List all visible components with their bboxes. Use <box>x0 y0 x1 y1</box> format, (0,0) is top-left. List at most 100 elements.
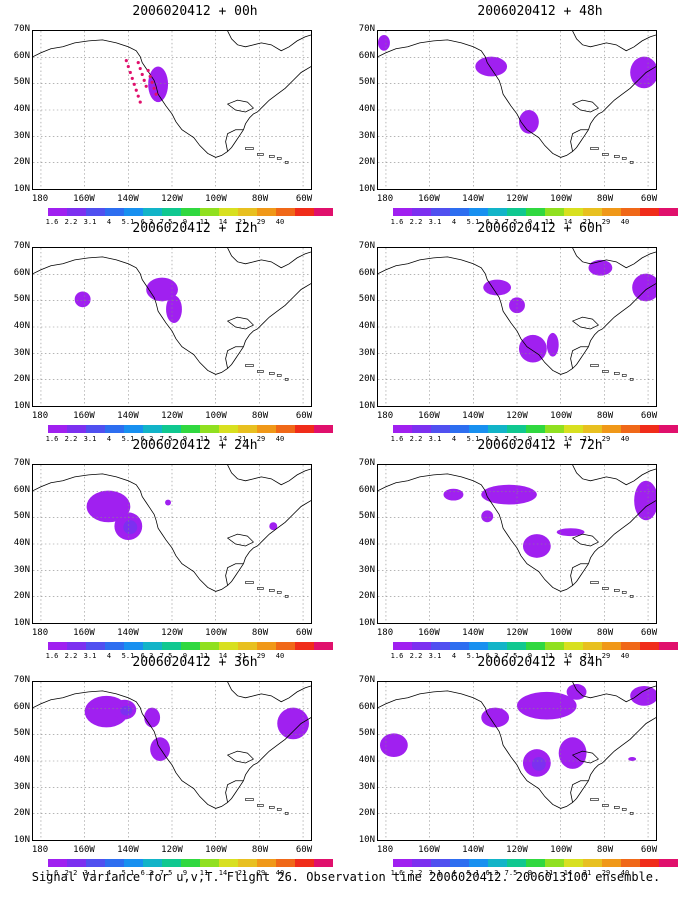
colorbar-swatch <box>105 642 124 650</box>
map-canvas <box>378 31 656 189</box>
panel-title: 2006020412 + 60h <box>477 221 603 236</box>
colorbar-label: 7.5 <box>159 435 173 443</box>
colorbar-label: 11 <box>199 869 209 877</box>
colorbar-label: 5.1 <box>121 652 135 660</box>
longitude-tick-label: 180 <box>376 628 394 638</box>
coastline <box>227 31 311 52</box>
flight-track <box>124 59 158 104</box>
colorbar-label: 29 <box>601 652 611 660</box>
caribbean-island <box>602 587 609 590</box>
latitude-tick-label: 70N <box>358 675 375 685</box>
caribbean-island <box>284 161 289 164</box>
variance-region <box>517 691 577 720</box>
variance-region <box>481 484 537 505</box>
colorbar-swatch <box>200 859 219 867</box>
latitude-tick-label: 30N <box>358 130 375 141</box>
colorbar <box>48 642 333 650</box>
colorbar-label: 14 <box>218 218 228 226</box>
colorbar-label: 21 <box>237 435 247 443</box>
colorbar-swatch <box>583 642 602 650</box>
colorbar-label: 2.2 <box>64 869 78 877</box>
longitude-tick-label: 120W <box>161 194 183 204</box>
map-panel: 2006020412 + 84h 70N 60N 50N 40N 30N 20N 10N 180… <box>345 651 678 877</box>
coastline <box>33 39 311 158</box>
colorbar-swatch <box>67 425 86 433</box>
longitude-tick-label: 80W <box>596 845 614 855</box>
colorbar-swatch <box>640 425 659 433</box>
colorbar-label: 21 <box>582 652 592 660</box>
colorbar-swatch <box>143 642 162 650</box>
observation-dot <box>128 70 132 75</box>
colorbar-label: 11 <box>199 435 209 443</box>
latitude-tick-label: 70N <box>358 24 375 34</box>
colorbar-swatch <box>507 859 526 867</box>
colorbar-swatch <box>393 642 412 650</box>
variance-region <box>630 685 656 706</box>
colorbar-label: 21 <box>582 218 592 226</box>
observation-dot <box>132 82 136 86</box>
colorbar-swatch <box>200 208 219 216</box>
colorbar-swatch <box>67 642 86 650</box>
caribbean-island <box>621 157 627 160</box>
caribbean-island <box>602 153 609 156</box>
colorbar-swatch <box>469 425 488 433</box>
map-frame <box>377 247 657 407</box>
latitude-tick-label: 10N <box>358 618 375 628</box>
longitude-tick-label: 160W <box>418 845 440 855</box>
colorbar-swatch <box>86 425 105 433</box>
colorbar-swatch <box>105 208 124 216</box>
colorbar-label: 14 <box>563 218 573 226</box>
coastline <box>227 465 311 486</box>
colorbar-swatch <box>659 208 678 216</box>
variance-region <box>166 295 182 324</box>
colorbar-label: 11 <box>544 869 554 877</box>
longitude-tick-label: 100W <box>550 411 572 421</box>
caribbean-island <box>284 595 289 598</box>
colorbar-label: 1.6 <box>390 218 404 226</box>
caribbean-island <box>602 804 609 807</box>
latitude-tick-label: 60N <box>13 50 30 61</box>
caribbean-island <box>629 378 634 381</box>
colorbar-label: 5.1 <box>121 218 135 226</box>
colorbar-label: 4 <box>451 869 457 877</box>
colorbar-label: 7.5 <box>504 435 518 443</box>
great-lakes <box>571 99 600 113</box>
map-panel: 2006020412 + 72h 70N 60N 50N 40N 30N 20N 10N 180… <box>345 434 678 660</box>
latitude-tick-label: 60N <box>358 50 375 61</box>
colorbar-label: 4 <box>451 435 457 443</box>
panel-title: 2006020412 + 00h <box>132 4 258 19</box>
colorbar-label: 4 <box>451 218 457 226</box>
colorbar-swatch <box>621 425 640 433</box>
variance-region <box>475 56 508 77</box>
colorbar-swatch <box>640 208 659 216</box>
longitude-tick-label: 160W <box>418 411 440 421</box>
colorbar-label: 5.1 <box>121 435 135 443</box>
colorbar-label: 40 <box>620 218 630 226</box>
great-lakes <box>226 316 255 330</box>
colorbar-label: 3.1 <box>428 652 442 660</box>
observation-dot <box>134 88 138 92</box>
latitude-tick-label: 60N <box>358 267 375 278</box>
colorbar-label: 40 <box>275 435 285 443</box>
latitude-tick-label: 10N <box>358 401 375 411</box>
colorbar-label: 9 <box>527 218 533 226</box>
colorbar-swatch <box>450 642 469 650</box>
map-frame <box>32 30 312 190</box>
observation-dot <box>136 94 140 98</box>
colorbar-swatch <box>257 859 276 867</box>
colorbar-label: 14 <box>563 435 573 443</box>
observation-dot <box>154 92 158 96</box>
observation-dot <box>124 59 128 63</box>
colorbar-label: 9 <box>527 869 533 877</box>
latitude-tick-label: 70N <box>13 458 30 468</box>
variance-region <box>518 110 539 134</box>
longitude-tick-label: 100W <box>550 628 572 638</box>
colorbar-swatch <box>621 208 640 216</box>
longitude-tick-label: 120W <box>506 411 528 421</box>
colorbar-label: 1.6 <box>390 869 404 877</box>
colorbar-swatch <box>86 642 105 650</box>
colorbar-swatch <box>219 425 238 433</box>
great-lakes <box>226 533 255 547</box>
coastline <box>378 256 656 375</box>
colorbar-swatch <box>143 208 162 216</box>
